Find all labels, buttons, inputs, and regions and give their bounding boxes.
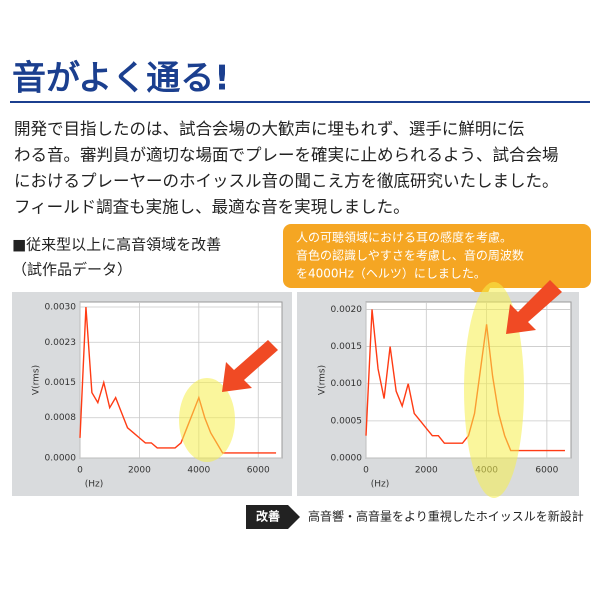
callout-line: 音色の認識しやすさを考慮し、音の周波数 <box>296 248 524 263</box>
y-tick-label: 0.0020 <box>331 305 363 315</box>
callout-line: 人の可聴領域における耳の感度を考慮。 <box>296 230 512 245</box>
x-tick-label: 0 <box>77 466 83 476</box>
y-tick-label: 0.0000 <box>331 454 363 464</box>
y-tick-label: 0.0005 <box>331 416 363 426</box>
arrow <box>506 280 562 334</box>
x-tick-label: 6000 <box>247 466 270 476</box>
x-tick-label: 6000 <box>535 466 558 476</box>
title: 音がよく通る! <box>12 59 230 99</box>
arrow <box>222 340 278 392</box>
x-tick-label: 4000 <box>187 466 210 476</box>
spectrum-line <box>365 309 565 452</box>
y-tick-label: 0.0023 <box>45 338 77 348</box>
body-line: 開発で目指したのは、試合会場の大歓声に埋もれず、選手に鮮明に伝 <box>14 120 524 139</box>
body-line: におけるプレーヤーのホイッスル音の聞こえ方を徹底研究いたしました。 <box>14 172 559 191</box>
caption: ■従来型以上に高音領域を改善 <box>12 236 221 254</box>
y-tick-label: 0.0015 <box>331 342 363 352</box>
highlight <box>179 378 235 462</box>
x-axis-label: (Hz) <box>85 480 104 490</box>
callout: 人の可聴領域における耳の感度を考慮。 音色の認識しやすさを考慮し、音の周波数 を… <box>283 224 591 300</box>
callout-line: を4000Hz（ヘルツ）にしました。 <box>296 267 486 281</box>
x-axis-label: (Hz) <box>371 480 390 490</box>
y-axis-label: V(rms) <box>32 365 42 395</box>
callout-box <box>283 224 591 288</box>
y-tick-label: 0.0015 <box>45 378 77 388</box>
y-tick-label: 0.0000 <box>45 454 77 464</box>
subcaption: （試作品データ） <box>12 261 132 279</box>
body-line: わる音。審判員が適切な場面でプレーを確実に止められるよう、試合会場 <box>14 146 559 165</box>
x-tick-label: 0 <box>363 466 369 476</box>
y-axis-label: V(rms) <box>318 365 328 395</box>
spectrum-line <box>79 306 277 454</box>
footer-text: 高音響・高音量をより重視したホイッスルを新設計 <box>308 509 584 524</box>
badge-text: 改善 <box>256 509 280 524</box>
y-tick-label: 0.0008 <box>45 413 77 423</box>
body-line: フィールド調査も実施し、最適な音を実現しました。 <box>14 198 410 217</box>
highlight <box>464 282 524 498</box>
badge <box>246 505 300 529</box>
y-tick-label: 0.0030 <box>45 303 77 313</box>
y-tick-label: 0.0010 <box>331 379 363 389</box>
x-tick-label: 2000 <box>128 466 151 476</box>
x-tick-label: 2000 <box>415 466 438 476</box>
